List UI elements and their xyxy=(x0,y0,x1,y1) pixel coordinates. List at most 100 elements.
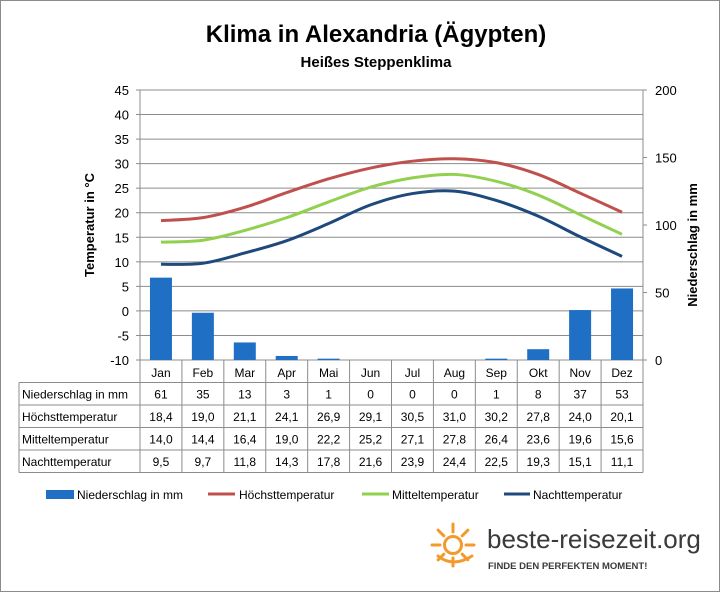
data-label: 31,0 xyxy=(443,410,467,424)
data-label: 9,5 xyxy=(153,455,170,469)
data-label: 0 xyxy=(367,388,374,402)
legend-swatch xyxy=(46,490,74,499)
data-label: 24,1 xyxy=(275,410,299,424)
legend-label: Niederschlag in mm xyxy=(77,488,183,502)
precipitation-bar xyxy=(275,355,298,360)
month-label: Feb xyxy=(193,366,214,380)
data-label: 1 xyxy=(325,388,332,402)
sun-ray xyxy=(460,528,470,538)
data-label: 53 xyxy=(615,388,629,402)
month-label: Nov xyxy=(569,366,590,380)
data-label: 15,6 xyxy=(610,433,634,447)
month-label: Dez xyxy=(611,366,632,380)
data-label: 27,8 xyxy=(443,433,467,447)
precipitation-bar xyxy=(527,349,550,360)
month-label: Apr xyxy=(277,366,296,380)
left-tick-label: 35 xyxy=(115,132,129,147)
left-tick-label: 25 xyxy=(115,181,129,196)
sun-core xyxy=(443,535,463,555)
right-tick-label: 200 xyxy=(655,83,677,98)
precipitation-bar xyxy=(317,358,340,360)
sun-icon xyxy=(430,522,476,568)
precipitation-bar xyxy=(191,312,214,360)
data-label: 14,4 xyxy=(191,433,215,447)
logo-tagline: FINDE DEN PERFEKTEN MOMENT! xyxy=(488,561,647,572)
data-label: 13 xyxy=(238,388,252,402)
left-tick-label: 40 xyxy=(115,108,129,123)
precipitation-bar xyxy=(485,358,508,360)
data-label: 18,4 xyxy=(149,410,173,424)
data-label: 15,1 xyxy=(568,455,592,469)
data-label: 30,5 xyxy=(401,410,425,424)
left-tick-label: 15 xyxy=(115,230,129,245)
data-label: 23,6 xyxy=(527,433,551,447)
data-label: 16,4 xyxy=(233,433,257,447)
left-tick-label: 45 xyxy=(115,83,129,98)
legend-label: Höchsttemperatur xyxy=(239,488,334,502)
data-label: 19,0 xyxy=(191,410,215,424)
data-label: 9,7 xyxy=(195,455,212,469)
data-label: 19,6 xyxy=(568,433,592,447)
data-label: 14,0 xyxy=(149,433,173,447)
right-axis-ticks: 200 150 100 50 0 xyxy=(655,83,677,368)
data-label: 25,2 xyxy=(359,433,383,447)
right-tick-label: 50 xyxy=(655,286,669,301)
left-tick-label: 10 xyxy=(115,255,129,270)
niederschlag-row-header: Niederschlag in mm xyxy=(22,388,128,402)
data-label: 24,0 xyxy=(568,410,592,424)
precipitation-bar xyxy=(149,277,172,360)
data-label: 23,9 xyxy=(401,455,425,469)
month-label: Sep xyxy=(486,366,508,380)
legend-label: Mitteltemperatur xyxy=(392,488,479,502)
right-tick-label: 150 xyxy=(655,151,677,166)
sun-ray xyxy=(436,528,446,538)
month-label: Aug xyxy=(444,366,465,380)
mitteltemperatur-row-header: Mitteltemperatur xyxy=(22,433,109,447)
mitteltemperatur-line xyxy=(160,172,623,244)
data-label: 0 xyxy=(409,388,416,402)
sun-smile xyxy=(436,554,474,564)
site-logo: beste-reisezeit.org FINDE DEN PERFEKTEN … xyxy=(430,522,701,572)
month-label: Jul xyxy=(405,366,420,380)
data-label: 24,4 xyxy=(443,455,467,469)
left-tick-label: -10 xyxy=(110,353,129,368)
precipitation-bars xyxy=(149,277,634,360)
data-label: 26,4 xyxy=(485,433,509,447)
data-label: 8 xyxy=(535,388,542,402)
data-label: 17,8 xyxy=(317,455,341,469)
right-tick-label: 100 xyxy=(655,218,677,233)
data-label: 22,2 xyxy=(317,433,341,447)
data-label: 22,5 xyxy=(485,455,509,469)
chart-legend: Niederschlag in mm Höchsttemperatur Mittel… xyxy=(46,488,622,502)
left-axis-title: Temperatur in °C xyxy=(82,172,97,277)
month-label: Jun xyxy=(361,366,380,380)
data-label: 21,1 xyxy=(233,410,257,424)
temperature-lines xyxy=(160,157,623,266)
data-label: 14,3 xyxy=(275,455,299,469)
data-label: 30,2 xyxy=(485,410,509,424)
data-label: 19,3 xyxy=(527,455,551,469)
left-axis-ticks: 45 40 35 30 25 20 15 10 5 0 -5 -10 xyxy=(110,83,129,368)
plot-area xyxy=(139,89,644,361)
month-label: Okt xyxy=(529,366,548,380)
month-label: Mar xyxy=(234,366,255,380)
data-label: 11,8 xyxy=(234,455,257,469)
chart-subtitle: Heißes Steppenklima xyxy=(301,54,453,71)
data-label: 27,8 xyxy=(527,410,551,424)
data-table: Jan Feb Mar Apr Mai Jun Jul Aug Sep Okt Nov Dez Nied… xyxy=(18,360,644,473)
left-tick-label: -5 xyxy=(117,328,129,343)
data-label: 3 xyxy=(283,388,290,402)
data-label: 21,6 xyxy=(359,455,383,469)
left-tick-label: 0 xyxy=(122,304,129,319)
data-label: 61 xyxy=(154,388,168,402)
chart-title: Klima in Alexandria (Ägypten) xyxy=(206,21,547,48)
data-label: 26,9 xyxy=(317,410,341,424)
precipitation-bar xyxy=(233,342,256,360)
data-label: 1 xyxy=(493,388,500,402)
logo-brand: beste-reisezeit.org xyxy=(487,524,701,554)
data-label: 0 xyxy=(451,388,458,402)
hoechsttemperatur-row-header: Höchsttemperatur xyxy=(22,410,117,424)
data-label: 11,1 xyxy=(611,455,634,469)
month-label: Jan xyxy=(151,366,170,380)
